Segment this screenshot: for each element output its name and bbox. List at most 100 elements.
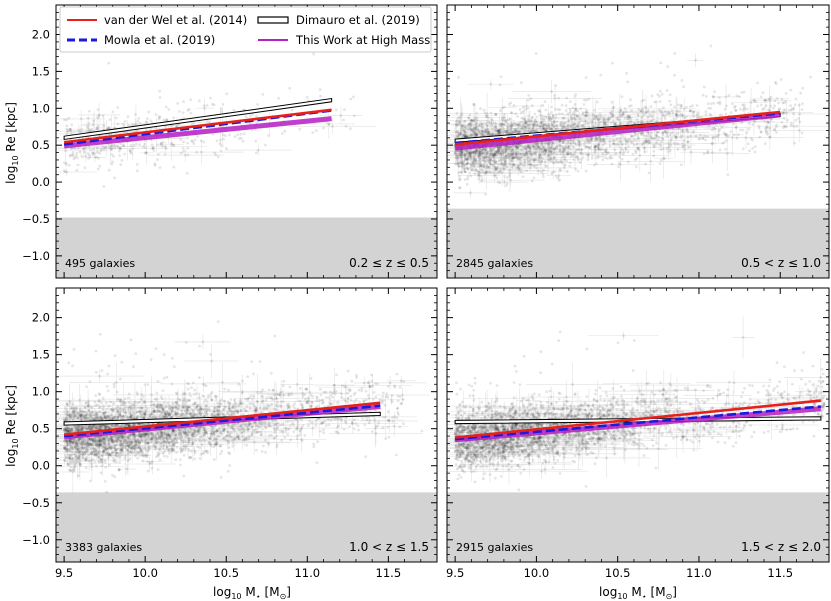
- galaxy-point: [671, 131, 674, 135]
- galaxy-point: [508, 161, 511, 165]
- galaxy-point: [454, 120, 458, 124]
- galaxy-point: [647, 171, 651, 175]
- galaxy-point: [525, 169, 528, 173]
- galaxy-point: [753, 150, 757, 154]
- galaxy-point: [669, 103, 673, 107]
- galaxy-point: [763, 142, 767, 146]
- galaxy-point: [312, 52, 315, 56]
- galaxy-point: [561, 150, 565, 154]
- galaxy-point: [261, 427, 264, 431]
- galaxy-point: [459, 132, 463, 135]
- galaxy-point: [480, 149, 483, 153]
- galaxy-point: [532, 152, 536, 156]
- galaxy-point: [473, 156, 477, 160]
- galaxy-point: [766, 126, 769, 129]
- galaxy-point: [603, 123, 607, 127]
- galaxy-point: [131, 147, 135, 150]
- galaxy-point: [798, 112, 801, 116]
- galaxy-point: [745, 131, 749, 135]
- galaxy-point: [559, 139, 563, 143]
- galaxy-point: [553, 155, 557, 159]
- galaxy-point: [665, 131, 669, 135]
- galaxy-point: [621, 142, 624, 146]
- galaxy-point: [475, 122, 478, 126]
- galaxy-point: [797, 103, 801, 107]
- galaxy-point: [478, 171, 482, 175]
- galaxy-point: [764, 126, 767, 130]
- galaxy-point: [779, 78, 783, 81]
- galaxy-point: [685, 105, 688, 109]
- galaxy-point: [477, 130, 480, 134]
- galaxy-point: [467, 152, 471, 156]
- galaxy-point: [599, 139, 603, 143]
- galaxy-point: [558, 139, 562, 143]
- galaxy-point: [63, 169, 66, 173]
- galaxy-point: [561, 112, 564, 116]
- galaxy-point: [495, 176, 499, 180]
- galaxy-point: [629, 117, 633, 121]
- galaxy-point: [532, 158, 535, 162]
- galaxy-point: [86, 129, 90, 133]
- galaxy-point: [468, 126, 472, 129]
- galaxy-point: [469, 128, 473, 131]
- galaxy-point: [712, 101, 716, 105]
- galaxy-point: [186, 146, 190, 150]
- galaxy-point: [800, 108, 804, 111]
- galaxy-point: [526, 98, 530, 102]
- galaxy-point: [752, 99, 756, 103]
- galaxy-point: [477, 154, 481, 158]
- galaxy-point: [463, 167, 467, 171]
- panel-frame: [55, 4, 438, 279]
- galaxy-point: [463, 119, 467, 123]
- galaxy-point: [498, 132, 502, 136]
- galaxy-point: [531, 128, 535, 132]
- galaxy-point: [511, 130, 515, 134]
- galaxy-point: [562, 116, 566, 120]
- galaxy-point: [782, 126, 785, 129]
- galaxy-point: [509, 152, 513, 156]
- galaxy-point: [528, 163, 531, 167]
- galaxy-point: [157, 117, 161, 121]
- galaxy-point: [170, 357, 174, 360]
- galaxy-point: [563, 158, 566, 162]
- galaxy-point: [473, 150, 477, 154]
- galaxy-point: [775, 123, 779, 127]
- galaxy-point: [522, 125, 526, 128]
- galaxy-point: [519, 152, 523, 156]
- galaxy-point: [110, 148, 113, 151]
- galaxy-point: [466, 166, 469, 170]
- galaxy-point: [504, 162, 508, 166]
- galaxy-point: [135, 142, 138, 146]
- galaxy-point: [586, 145, 590, 149]
- galaxy-point: [496, 148, 500, 151]
- galaxy-point: [67, 163, 71, 167]
- galaxy-point: [521, 122, 525, 125]
- galaxy-point: [126, 115, 130, 119]
- galaxy-point: [146, 469, 150, 473]
- galaxy-point: [506, 122, 510, 126]
- galaxy-point: [497, 128, 501, 132]
- galaxy-point: [228, 133, 231, 137]
- galaxy-point: [540, 170, 543, 174]
- galaxy-point: [144, 151, 147, 155]
- galaxy-point: [513, 122, 516, 125]
- galaxy-point: [535, 163, 539, 167]
- galaxy-point: [576, 157, 580, 161]
- galaxy-point: [684, 115, 688, 119]
- galaxy-point: [172, 365, 176, 369]
- galaxy-point: [458, 122, 462, 126]
- galaxy-point: [203, 106, 206, 110]
- galaxy-point: [655, 100, 658, 104]
- galaxy-point: [64, 163, 68, 167]
- galaxy-point: [134, 122, 138, 126]
- galaxy-point: [566, 112, 570, 116]
- galaxy-point: [225, 92, 229, 96]
- galaxy-point: [775, 131, 778, 134]
- galaxy-point: [783, 125, 787, 128]
- galaxy-point: [298, 127, 302, 131]
- galaxy-point: [751, 138, 754, 142]
- galaxy-point: [727, 94, 731, 97]
- galaxy-point: [606, 157, 609, 160]
- galaxy-point: [464, 157, 468, 161]
- galaxy-point: [460, 150, 464, 154]
